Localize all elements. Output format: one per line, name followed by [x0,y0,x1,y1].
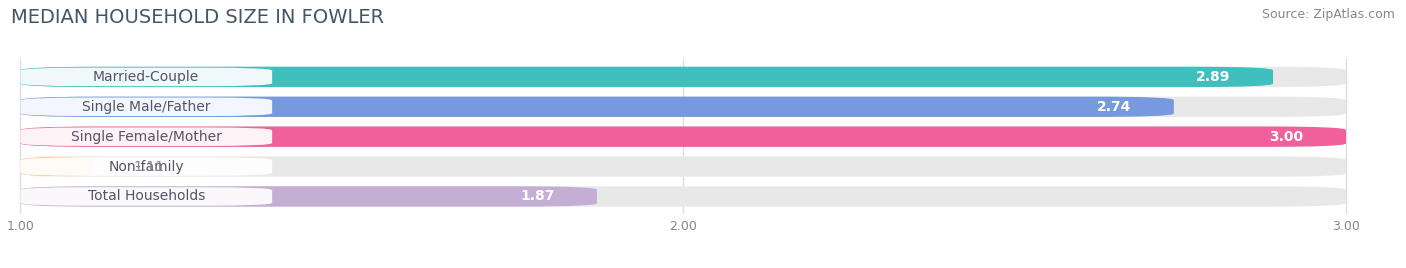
FancyBboxPatch shape [1054,98,1174,116]
Text: 3.00: 3.00 [1270,130,1303,144]
FancyBboxPatch shape [20,68,273,86]
Text: Single Male/Father: Single Male/Father [82,100,211,114]
Text: 1.87: 1.87 [520,189,554,203]
FancyBboxPatch shape [20,126,1346,147]
Text: 2.74: 2.74 [1097,100,1132,114]
FancyBboxPatch shape [20,97,1174,117]
Text: 1.11: 1.11 [134,159,165,174]
FancyBboxPatch shape [20,127,273,146]
FancyBboxPatch shape [20,67,1272,87]
FancyBboxPatch shape [20,157,1346,177]
FancyBboxPatch shape [1154,68,1272,86]
Text: Single Female/Mother: Single Female/Mother [70,130,222,144]
Text: Non-family: Non-family [108,159,184,174]
Text: 2.89: 2.89 [1197,70,1230,84]
FancyBboxPatch shape [20,157,273,176]
FancyBboxPatch shape [20,98,273,116]
Text: MEDIAN HOUSEHOLD SIZE IN FOWLER: MEDIAN HOUSEHOLD SIZE IN FOWLER [11,8,384,27]
Text: Married-Couple: Married-Couple [93,70,200,84]
FancyBboxPatch shape [14,157,100,177]
FancyBboxPatch shape [20,186,1346,207]
FancyBboxPatch shape [20,126,1346,147]
FancyBboxPatch shape [1226,128,1346,146]
FancyBboxPatch shape [20,186,598,207]
FancyBboxPatch shape [20,97,1346,117]
FancyBboxPatch shape [20,67,1346,87]
FancyBboxPatch shape [20,187,273,206]
FancyBboxPatch shape [478,188,598,206]
Text: Total Households: Total Households [87,189,205,203]
Text: Source: ZipAtlas.com: Source: ZipAtlas.com [1261,8,1395,21]
